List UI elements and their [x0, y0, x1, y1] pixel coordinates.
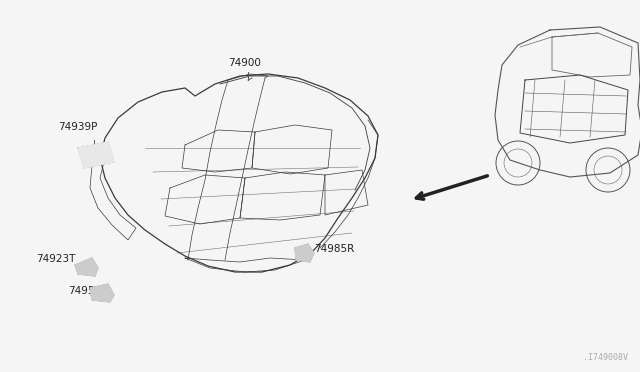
Text: 74900: 74900 — [228, 58, 261, 68]
Polygon shape — [75, 258, 98, 276]
Text: 74923T: 74923T — [36, 254, 76, 264]
Text: 74939P: 74939P — [58, 122, 97, 132]
Polygon shape — [295, 244, 314, 262]
Polygon shape — [78, 142, 114, 168]
Text: .I749008V: .I749008V — [583, 353, 628, 362]
Text: 74985R: 74985R — [314, 244, 355, 254]
Text: 74957: 74957 — [68, 286, 101, 296]
Polygon shape — [90, 284, 114, 302]
